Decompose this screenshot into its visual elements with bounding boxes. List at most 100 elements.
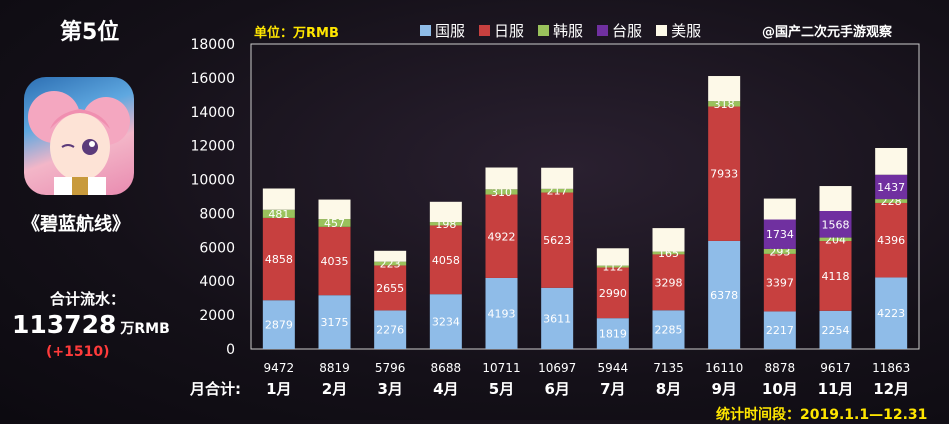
data-label: 1734 xyxy=(766,228,794,241)
legend-swatch xyxy=(597,25,609,36)
x-tick-label: 11月 xyxy=(818,380,854,398)
bar-segment xyxy=(485,194,518,278)
bar-segment xyxy=(374,265,407,311)
bar-segment xyxy=(708,106,741,241)
data-label: 2285 xyxy=(655,324,683,337)
legend-label: 美服 xyxy=(671,22,702,40)
legend-swatch xyxy=(656,25,668,36)
data-label: 2276 xyxy=(376,324,404,337)
bar-segment xyxy=(318,226,351,296)
bar-segment xyxy=(596,248,629,266)
y-tick-label: 16000 xyxy=(190,71,235,87)
bar-segment xyxy=(262,217,295,301)
bar-segment xyxy=(708,101,741,107)
bar-segment xyxy=(763,219,796,249)
bar-segment xyxy=(708,76,741,102)
legend-label: 国服 xyxy=(435,22,466,40)
bar-segment xyxy=(652,251,685,255)
legend-swatch xyxy=(420,25,431,36)
bar-segment xyxy=(262,300,295,349)
source-label: @国产二次元手游观察 xyxy=(762,25,893,40)
data-label: 3611 xyxy=(543,312,571,325)
data-label: 3234 xyxy=(432,316,460,329)
data-label: 1437 xyxy=(877,181,905,194)
bar-segment xyxy=(875,174,908,200)
data-label: 4118 xyxy=(822,270,850,283)
bar-segment xyxy=(318,199,351,220)
data-label: 1568 xyxy=(822,218,850,231)
data-label: 6378 xyxy=(710,289,738,302)
bar-segment xyxy=(875,147,908,175)
azur-lane-app-icon xyxy=(28,91,130,195)
legend-item-0: 国服 xyxy=(420,20,465,41)
bar-segment xyxy=(708,240,741,349)
bar-segment xyxy=(819,237,852,242)
x-tick-label: 4月 xyxy=(433,380,458,398)
bar-segment xyxy=(875,277,908,349)
x-tick-label: 12月 xyxy=(873,380,909,398)
bar-segment xyxy=(374,261,407,266)
rank-label: 第5位 xyxy=(60,20,120,45)
monthly-total: 8819 xyxy=(319,361,350,375)
data-label: 4223 xyxy=(877,307,905,320)
monthly-total: 8688 xyxy=(431,361,462,375)
data-label: 4058 xyxy=(432,254,460,267)
data-label: 4396 xyxy=(877,234,905,247)
total-revenue-label: 合计流水： xyxy=(50,290,126,308)
data-label: 4858 xyxy=(265,253,293,266)
data-label: 2254 xyxy=(822,324,850,337)
data-label: 3298 xyxy=(655,276,683,289)
y-tick-label: 18000 xyxy=(190,37,235,53)
bar-segment xyxy=(875,202,908,278)
bar-segment xyxy=(763,248,796,254)
bar-segment xyxy=(596,318,629,349)
bar-segment xyxy=(374,250,407,262)
bar-segment xyxy=(429,201,462,223)
monthly-total: 10697 xyxy=(538,361,576,375)
plot-frame xyxy=(250,43,920,350)
legend-swatch xyxy=(479,25,491,36)
monthly-total-label: 月合计: xyxy=(189,380,241,398)
bar-segment xyxy=(262,209,295,218)
bar-segment xyxy=(429,222,462,226)
y-tick-label: 14000 xyxy=(190,105,235,121)
bar-segment xyxy=(541,167,574,189)
legend-item-2: 韩服 xyxy=(538,20,583,41)
bar-segment xyxy=(652,228,685,252)
data-label: 2655 xyxy=(376,282,404,295)
monthly-total: 9617 xyxy=(820,361,851,375)
data-label: 4922 xyxy=(488,230,516,243)
bar-segment xyxy=(819,186,852,212)
y-tick-label: 12000 xyxy=(190,139,235,155)
monthly-total: 5796 xyxy=(375,361,406,375)
game-name: 《碧蓝航线》 xyxy=(22,214,130,235)
monthly-total: 16110 xyxy=(705,361,743,375)
y-tick-label: 10000 xyxy=(190,173,235,189)
bar-segment xyxy=(429,225,462,295)
monthly-total: 8878 xyxy=(765,361,796,375)
monthly-total: 11863 xyxy=(872,361,910,375)
data-label: 4193 xyxy=(488,307,516,320)
bar-segment xyxy=(318,219,351,227)
y-tick-label: 2000 xyxy=(199,308,235,324)
monthly-total: 9472 xyxy=(264,361,295,375)
unit-label: 单位：万RMB xyxy=(254,26,339,41)
bar-segment xyxy=(262,188,295,210)
bar-segment xyxy=(541,192,574,288)
y-tick-label: 8000 xyxy=(199,206,235,222)
x-tick-label: 5月 xyxy=(489,380,514,398)
bar-segment xyxy=(763,253,796,312)
x-tick-label: 9月 xyxy=(711,380,736,398)
data-label: 4035 xyxy=(321,255,349,268)
bar-segment xyxy=(318,295,351,349)
bar-segment xyxy=(652,310,685,349)
period-label: 统计时间段：2019.1.1—12.31 xyxy=(716,407,928,423)
x-tick-label: 2月 xyxy=(322,380,347,398)
bar-segment xyxy=(374,310,407,349)
bar-segment xyxy=(819,310,852,349)
data-label: 1819 xyxy=(599,328,627,341)
y-tick-label: 0 xyxy=(226,342,235,358)
bar-segment xyxy=(485,167,518,190)
data-label: 3397 xyxy=(766,277,794,290)
monthly-total: 7135 xyxy=(653,361,684,375)
